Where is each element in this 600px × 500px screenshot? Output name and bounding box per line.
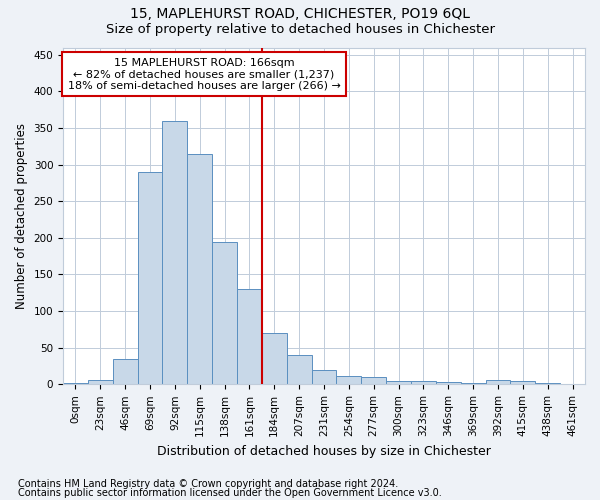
Bar bbox=[361, 377, 386, 384]
Text: Contains public sector information licensed under the Open Government Licence v3: Contains public sector information licen… bbox=[18, 488, 442, 498]
Bar bbox=[163, 120, 187, 384]
Y-axis label: Number of detached properties: Number of detached properties bbox=[15, 123, 28, 309]
Bar bbox=[311, 370, 337, 384]
Bar bbox=[88, 380, 113, 384]
Bar bbox=[237, 289, 262, 384]
Bar bbox=[535, 383, 560, 384]
Bar bbox=[137, 172, 163, 384]
Bar bbox=[411, 382, 436, 384]
Text: Size of property relative to detached houses in Chichester: Size of property relative to detached ho… bbox=[106, 22, 494, 36]
Bar bbox=[485, 380, 511, 384]
Bar bbox=[113, 358, 137, 384]
Bar bbox=[287, 355, 311, 384]
Bar bbox=[461, 383, 485, 384]
Text: 15, MAPLEHURST ROAD, CHICHESTER, PO19 6QL: 15, MAPLEHURST ROAD, CHICHESTER, PO19 6Q… bbox=[130, 8, 470, 22]
Text: 15 MAPLEHURST ROAD: 166sqm
← 82% of detached houses are smaller (1,237)
18% of s: 15 MAPLEHURST ROAD: 166sqm ← 82% of deta… bbox=[68, 58, 340, 91]
Bar bbox=[212, 242, 237, 384]
X-axis label: Distribution of detached houses by size in Chichester: Distribution of detached houses by size … bbox=[157, 444, 491, 458]
Bar bbox=[511, 382, 535, 384]
Bar bbox=[63, 383, 88, 384]
Bar bbox=[386, 380, 411, 384]
Bar bbox=[337, 376, 361, 384]
Bar bbox=[436, 382, 461, 384]
Text: Contains HM Land Registry data © Crown copyright and database right 2024.: Contains HM Land Registry data © Crown c… bbox=[18, 479, 398, 489]
Bar bbox=[187, 154, 212, 384]
Bar bbox=[262, 333, 287, 384]
